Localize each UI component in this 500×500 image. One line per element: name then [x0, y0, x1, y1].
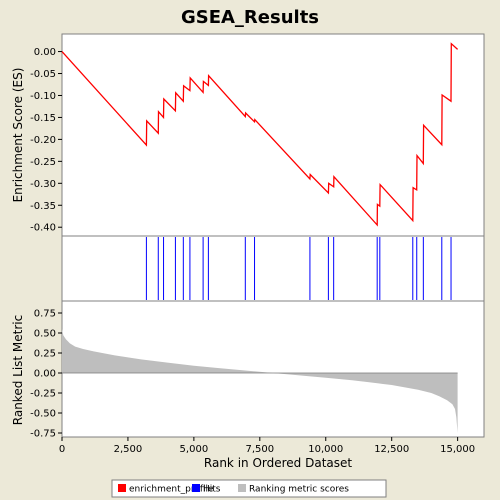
metric-y-tick-label: 0.25 [34, 349, 56, 360]
es-y-tick-label: -0.40 [30, 223, 56, 234]
metric-y-tick-label: -0.50 [30, 409, 56, 420]
x-tick-label: 2,500 [114, 444, 143, 455]
enrichment-profile-line [61, 42, 459, 227]
x-axis: 0 2,500 5,000 7,500 10,000 12,500 15,000 [59, 437, 475, 455]
es-axis-label: Enrichment Score (ES) [11, 68, 25, 203]
x-tick-label: 7,500 [245, 444, 274, 455]
es-y-tick-label: -0.20 [30, 135, 56, 146]
chart-title: GSEA_Results [181, 7, 319, 28]
metric-y-tick-label: -0.25 [30, 389, 56, 400]
legend-label: Ranking metric scores [249, 485, 349, 495]
x-axis-label: Rank in Ordered Dataset [204, 456, 352, 470]
x-tick-label: 0 [59, 444, 65, 455]
hits-panel [61, 235, 485, 302]
x-tick-label: 15,000 [440, 444, 475, 455]
es-y-tick-label: -0.30 [30, 179, 56, 190]
es-y-tick-label: -0.35 [30, 201, 56, 212]
metric-y-tick-label: 0.00 [34, 369, 56, 380]
enrichment-panel: 0.00 -0.05 -0.10 -0.15 -0.20 -0.25 -0.30 -0.35 -… [11, 33, 485, 237]
legend-swatch [238, 484, 246, 492]
legend-label: enrichment_profile [129, 485, 214, 495]
x-tick-label: 10,000 [308, 444, 343, 455]
legend-label: Hits [203, 485, 221, 495]
x-tick-label: 12,500 [374, 444, 409, 455]
legend-swatch [192, 484, 200, 492]
x-tick-label: 5,000 [180, 444, 209, 455]
metric-y-tick-label: -0.75 [30, 429, 56, 440]
legend-swatch [118, 484, 126, 492]
es-y-tick-label: 0.00 [34, 47, 56, 58]
ranking-metric-area [62, 329, 458, 433]
metric-panel: 0.75 0.50 0.25 0.00 -0.25 -0.50 -0.75 Ranked L… [11, 300, 485, 440]
metric-y-tick-label: 0.50 [34, 329, 56, 340]
metric-y-tick-label: 0.75 [34, 309, 56, 320]
es-y-tick-label: -0.10 [30, 91, 56, 102]
es-y-tick-label: -0.25 [30, 157, 56, 168]
es-y-tick-label: -0.05 [30, 69, 56, 80]
metric-axis-label: Ranked List Metric [11, 315, 25, 425]
es-y-tick-label: -0.15 [30, 113, 56, 124]
